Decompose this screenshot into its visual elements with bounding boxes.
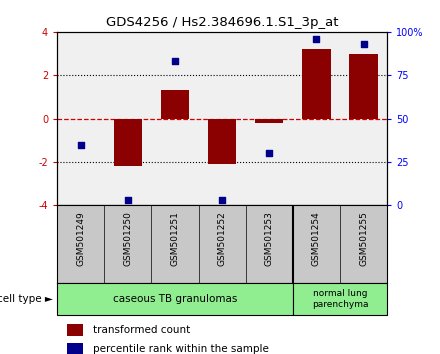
Text: GSM501251: GSM501251	[171, 212, 180, 267]
Point	[77, 142, 84, 147]
Bar	[67, 343, 83, 354]
Point	[172, 58, 179, 64]
Point	[125, 197, 132, 203]
Text: GSM501253: GSM501253	[265, 212, 274, 267]
Bar	[208, 119, 236, 164]
Bar	[161, 90, 189, 119]
Text: GSM501250: GSM501250	[123, 212, 132, 267]
Text: normal lung
parenchyma: normal lung parenchyma	[312, 290, 368, 309]
Text: transformed count: transformed count	[93, 325, 190, 335]
Bar	[302, 49, 330, 119]
Bar	[293, 283, 387, 315]
Text: GSM501252: GSM501252	[218, 212, 227, 266]
Text: GSM501254: GSM501254	[312, 212, 321, 266]
Title: GDS4256 / Hs2.384696.1.S1_3p_at: GDS4256 / Hs2.384696.1.S1_3p_at	[106, 16, 338, 29]
Text: cell type ►: cell type ►	[0, 294, 53, 304]
Bar	[57, 283, 293, 315]
Text: GSM501249: GSM501249	[76, 212, 85, 266]
Point	[360, 41, 367, 47]
Text: caseous TB granulomas: caseous TB granulomas	[113, 294, 237, 304]
Bar	[114, 119, 142, 166]
Point	[313, 36, 320, 42]
Text: percentile rank within the sample: percentile rank within the sample	[93, 344, 269, 354]
Bar	[349, 53, 378, 119]
Bar	[255, 119, 283, 123]
Point	[266, 150, 273, 156]
Bar	[67, 324, 83, 336]
Text: GSM501255: GSM501255	[359, 212, 368, 267]
Point	[219, 197, 226, 203]
